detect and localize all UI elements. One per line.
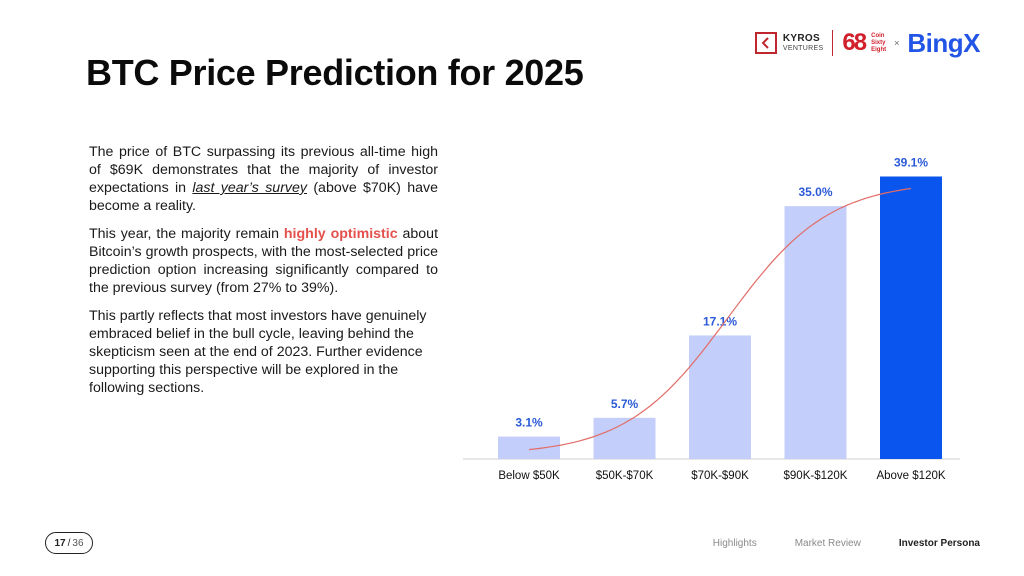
paragraph-1: The price of BTC surpassing its previous… (89, 143, 438, 215)
nav-highlights[interactable]: Highlights (712, 538, 757, 549)
logo-divider (832, 30, 834, 56)
bar-value-label-2: 17.1% (703, 314, 737, 328)
coin68-word-3: Eight (871, 46, 887, 53)
p2-text-b: about Bitcoin’s growth prospects, with t… (89, 226, 439, 296)
paragraph-3: This partly reflects that most investors… (89, 308, 427, 396)
p1-text-a: The price of BTC surpassing its previous… (89, 144, 438, 196)
coin68-word-1: Coin (871, 32, 885, 39)
bar-4 (880, 176, 942, 459)
bar-1 (593, 417, 656, 459)
last-year-survey-link[interactable]: last year’s survey (192, 180, 307, 196)
page-indicator: 17 / 36 (45, 532, 93, 554)
page-separator: / (67, 537, 71, 549)
p1-text-b: (above $70K) have become a reality. (89, 180, 438, 214)
paragraph-2: This year, the majority remain highly op… (89, 225, 438, 297)
coin68-logo-number: 68 (842, 29, 867, 56)
coin68-logo-text: Coin Sixty Eight (871, 33, 886, 54)
page-title: BTC Price Prediction for 2025 (86, 52, 584, 93)
nav-investor-persona[interactable]: Investor Persona (898, 538, 980, 549)
x-tick-label-4: Above $120K (876, 470, 945, 482)
page-total: 36 (72, 537, 84, 549)
bar-value-label-3: 35.0% (798, 185, 832, 199)
kyros-sub: VENTURES (782, 45, 824, 52)
partner-logos: KYROS VENTURES 68 Coin Sixty Eight × Bin… (754, 26, 980, 60)
price-prediction-chart: 3.1% Below $50K 5.7% $50K-$70K 17.1% $70K-$90… (460, 140, 980, 490)
kyros-logo-text: KYROS VENTURES (782, 33, 824, 53)
kyros-name: KYROS (782, 33, 820, 44)
bar-value-label-4: 39.1% (894, 156, 928, 170)
highly-optimistic-highlight: highly optimistic (283, 226, 398, 242)
bar-0 (498, 436, 560, 459)
x-tick-label-2: $70K-$90K (691, 470, 749, 482)
kyros-logo-icon (754, 32, 777, 54)
bingx-logo: BingX (907, 28, 980, 58)
bar-3 (784, 206, 847, 459)
bar-2 (689, 335, 751, 459)
p2-text-a: This year, the majority remain (89, 226, 284, 242)
x-tick-label-3: $90K-$120K (784, 470, 848, 482)
bar-value-label-0: 3.1% (515, 416, 543, 430)
logo-separator: × (894, 38, 900, 48)
x-tick-label-0: Below $50K (498, 470, 560, 482)
trend-line (528, 187, 912, 451)
body-text: The price of BTC surpassing its previous… (89, 143, 438, 397)
page-current: 17 (54, 537, 66, 549)
nav-market-review[interactable]: Market Review (794, 538, 861, 549)
bar-value-label-1: 5.7% (611, 397, 639, 411)
footer-nav: Highlights Market Review Investor Person… (713, 538, 980, 549)
coin68-word-2: Sixty (871, 39, 886, 46)
x-tick-label-1: $50K-$70K (596, 470, 654, 482)
chart-svg: 3.1% Below $50K 5.7% $50K-$70K 17.1% $70K-$90… (463, 156, 960, 482)
